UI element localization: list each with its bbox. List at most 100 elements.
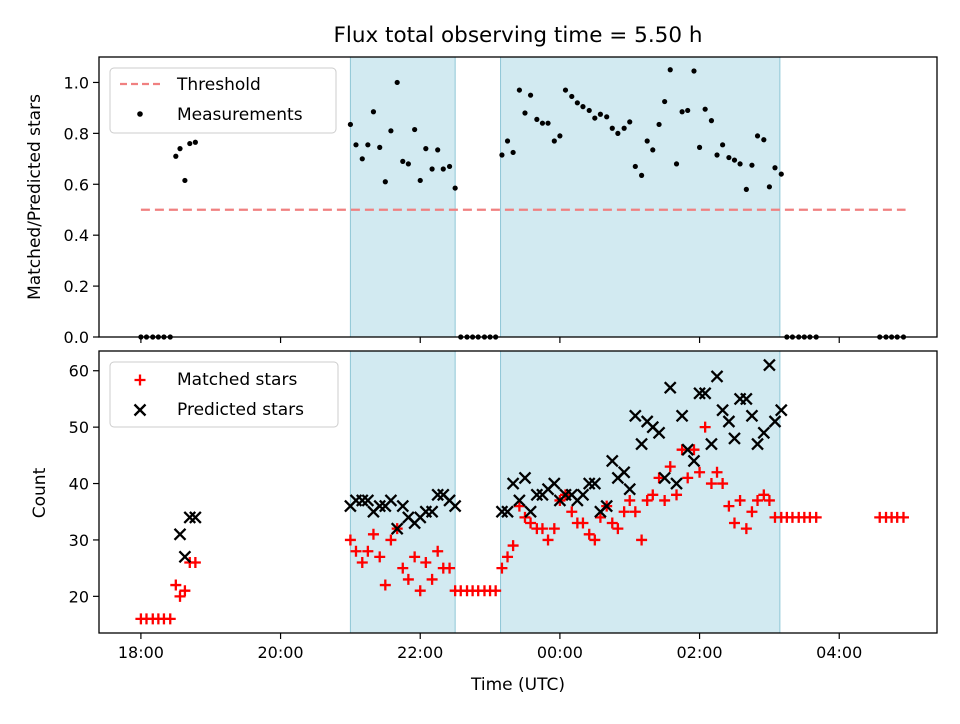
measurement-point: [597, 111, 604, 117]
predicted-stars-point: [658, 471, 671, 485]
measurement-point: [673, 161, 680, 167]
top-y-tick-label: 1.0: [64, 73, 89, 92]
legend-measurements-label: Measurements: [177, 105, 303, 125]
measurement-point: [766, 184, 773, 190]
matched-stars-point: [542, 534, 554, 546]
legend-measurement-dot: [137, 111, 143, 117]
predicted-stars-point: [448, 499, 462, 513]
bottom-observing-band: [349, 350, 456, 634]
matched-stars-point: [694, 466, 706, 478]
measurement-point: [592, 115, 598, 121]
measurement-point: [685, 107, 691, 114]
matched-stars-point: [659, 494, 671, 506]
predicted-stars-point: [629, 409, 642, 423]
measurement-point: [182, 177, 188, 184]
top-legend-box: [109, 67, 337, 134]
matched-stars-point: [688, 444, 700, 456]
matched-stars-point: [717, 478, 729, 490]
chart-title: Flux total observing time = 5.50 h: [334, 23, 703, 48]
bottom-y-tick-label: 60: [69, 362, 89, 381]
measurement-point: [702, 106, 708, 112]
predicted-stars-point: [745, 409, 759, 423]
top-observing-bands: [349, 56, 781, 338]
matched-stars-point: [636, 534, 648, 546]
matched-stars-point: [618, 506, 630, 518]
matched-stars-point: [507, 540, 519, 552]
bottom-plot-marks: [135, 358, 909, 625]
legend-predicted-x: [133, 403, 147, 417]
measurement-point: [365, 142, 371, 148]
measurement-point: [726, 154, 732, 161]
matched-stars-point: [350, 545, 362, 557]
measurement-point: [749, 162, 755, 168]
top-panel: 0.0 0.2 0.4 0.6 0.8 1.0 Matched/Predicted sta…: [25, 56, 938, 347]
matched-stars-point: [758, 489, 770, 501]
measurement-point: [394, 79, 400, 86]
measurement-point: [405, 161, 411, 167]
predicted-stars-point: [506, 477, 520, 490]
x-tick-label: 02:00: [677, 643, 723, 662]
top-observing-band: [349, 56, 456, 338]
predicted-stars-point: [501, 505, 514, 519]
predicted-stars-point: [518, 471, 532, 485]
measurement-point: [382, 179, 388, 185]
matched-stars-point: [740, 523, 752, 535]
matched-stars-point: [606, 517, 618, 529]
measurement-point: [632, 163, 638, 170]
matched-stars-point: [705, 478, 717, 490]
matched-stars-point: [490, 585, 502, 597]
measurement-point: [656, 121, 662, 128]
predicted-stars-point: [425, 505, 439, 519]
measurement-point: [173, 153, 179, 159]
top-axis-ticks: 0.0 0.2 0.4 0.6 0.8 1.0: [64, 73, 840, 347]
predicted-stars-point: [652, 426, 666, 440]
matched-stars-point: [566, 506, 578, 518]
measurement-point: [754, 133, 761, 139]
predicted-stars-point: [588, 477, 602, 490]
bottom-axes-frame: [98, 350, 938, 634]
matched-stars-point: [513, 500, 525, 512]
predicted-stars-point: [698, 386, 712, 400]
matched-stars-point: [536, 523, 548, 535]
matched-stars-point: [367, 528, 379, 540]
matched-stars-point: [179, 585, 191, 597]
measurement-point: [187, 140, 193, 147]
measurement-point: [177, 146, 183, 152]
matched-stars-point: [362, 545, 374, 557]
matched-stars-point: [728, 517, 740, 529]
predicted-stars-point: [716, 403, 729, 417]
measurement-point: [370, 109, 377, 115]
matched-stars-point: [583, 528, 595, 540]
predicted-stars-point: [530, 488, 544, 502]
measurement-point: [679, 109, 685, 115]
measurement-point: [604, 114, 610, 120]
predicted-stars-point: [617, 465, 631, 479]
measurement-point: [691, 68, 697, 74]
top-plot-marks: [138, 67, 907, 340]
predicted-stars-point: [710, 370, 724, 383]
matched-stars-point: [629, 506, 641, 518]
x-tick-label: 04:00: [816, 643, 862, 662]
measurement-point: [609, 125, 615, 131]
matched-stars-point: [409, 551, 421, 563]
measurement-point: [452, 185, 458, 191]
predicted-stars-point: [693, 386, 706, 400]
predicted-stars-point: [681, 443, 695, 457]
measurement-point: [545, 120, 551, 126]
measurement-point: [562, 87, 569, 93]
predicted-stars-point: [757, 426, 771, 440]
matched-stars-point: [170, 579, 182, 591]
measurement-point: [388, 128, 394, 134]
matched-stars-point: [641, 494, 653, 506]
measurement-point: [708, 118, 715, 124]
matched-stars-point: [752, 494, 764, 506]
bottom-legend: Matched stars Predicted stars: [109, 361, 339, 428]
matched-stars-point: [734, 494, 746, 506]
measurement-point: [586, 107, 592, 114]
matched-stars-point: [746, 506, 758, 518]
predicted-stars-point: [355, 494, 369, 507]
bottom-y-tick-label: 50: [69, 418, 89, 437]
matched-stars-point: [647, 489, 659, 501]
legend-matched-plus: [134, 374, 146, 386]
